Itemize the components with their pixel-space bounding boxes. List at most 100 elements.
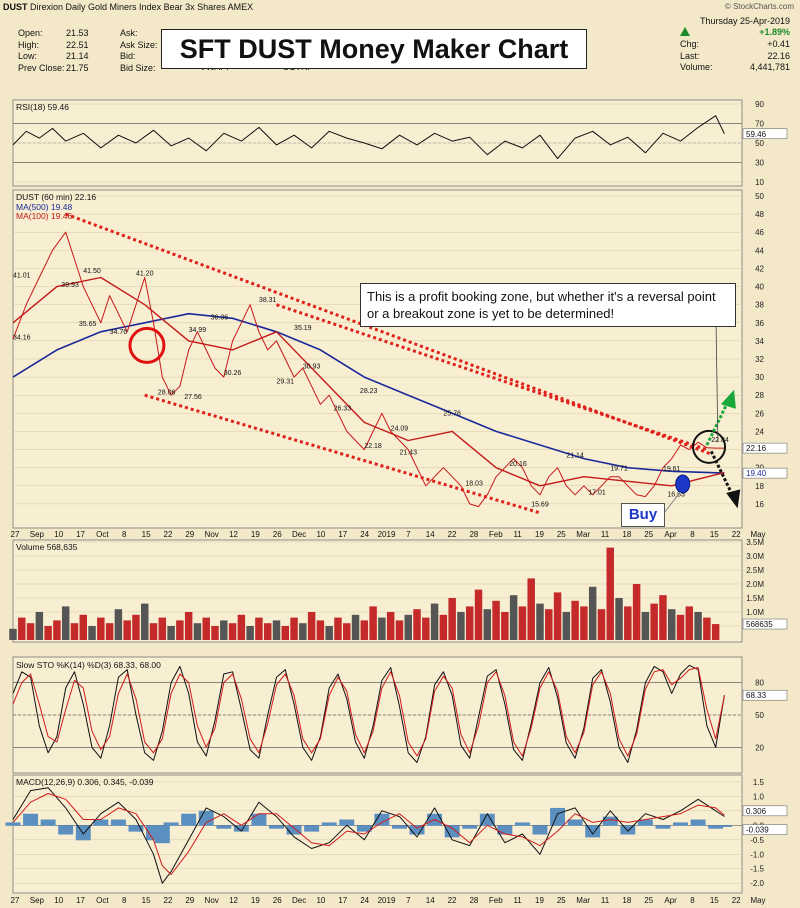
volume-tick-label: 1.0M xyxy=(746,608,764,617)
bottom-x-axis-label: Sep xyxy=(30,896,45,905)
x-axis-label: Oct xyxy=(96,530,109,539)
price-tick-label: 18 xyxy=(755,482,764,491)
macd-histogram-bar xyxy=(602,816,618,826)
price-point-label: 41.01 xyxy=(13,272,31,279)
volume-bar xyxy=(413,609,421,640)
macd-histogram-bar xyxy=(462,825,478,829)
bottom-x-axis-label: Apr xyxy=(664,896,677,905)
macd-histogram-bar xyxy=(356,825,372,832)
price-tick-label: 40 xyxy=(755,283,764,292)
bottom-x-axis-label: May xyxy=(750,896,765,905)
volume-last-label-box xyxy=(742,618,788,630)
volume-bar xyxy=(360,620,369,640)
up-arrow-icon xyxy=(680,27,692,37)
price-point-label: 30.93 xyxy=(303,364,321,371)
macd-histogram-bar xyxy=(655,825,671,829)
bottom-x-axis-label: 28 xyxy=(469,896,478,905)
bottom-x-axis-label: 17 xyxy=(76,896,85,905)
volume-bar xyxy=(553,592,562,640)
bottom-x-axis-label: 26 xyxy=(273,896,282,905)
last-label: Last: xyxy=(680,50,700,61)
bottom-x-axis-label: Nov xyxy=(205,896,219,905)
bottom-x-axis-label: 25 xyxy=(644,896,653,905)
sto-tick-label: 80 xyxy=(755,679,764,688)
volume-bar xyxy=(404,614,412,640)
x-axis-label: Feb xyxy=(489,530,503,539)
x-axis-label: 10 xyxy=(316,530,325,539)
price-point-label: 34.76 xyxy=(110,329,128,336)
x-axis-label: 22 xyxy=(732,530,741,539)
ma100-line xyxy=(12,276,725,487)
x-axis-label: 19 xyxy=(535,530,544,539)
volume-bar xyxy=(141,603,149,640)
price-point-label: 38.31 xyxy=(259,297,277,304)
volume-bar xyxy=(545,609,553,640)
volume-bar xyxy=(518,606,527,640)
volume-bar xyxy=(316,620,325,640)
price-point-label: 41.50 xyxy=(83,268,101,275)
buy-label: Buy xyxy=(621,503,665,527)
macd-histogram-bar xyxy=(181,813,197,826)
x-axis-label: 19 xyxy=(251,530,260,539)
reversal-arrow-line xyxy=(709,450,735,498)
bottom-x-axis-label: 10 xyxy=(54,896,63,905)
low-value: 21.14 xyxy=(66,51,89,61)
open-label: Open: xyxy=(18,28,43,38)
price-point-label: 34.99 xyxy=(189,327,207,334)
bottom-x-axis-label: Dec xyxy=(292,896,306,905)
volume-bar xyxy=(44,626,52,640)
x-axis-label: 24 xyxy=(360,530,369,539)
macd-tick-label: -2.0 xyxy=(750,879,764,888)
volume-bar xyxy=(509,595,518,640)
bottom-x-axis-label: 8 xyxy=(690,896,695,905)
macd-histogram-bar xyxy=(128,825,144,832)
price-point-label: 16.83 xyxy=(667,491,685,498)
price-point-label: 28.06 xyxy=(158,390,176,397)
macd-last-label: 0.306 xyxy=(746,807,767,816)
bottom-x-axis-label: 2019 xyxy=(378,896,396,905)
x-axis-label: Mar xyxy=(576,530,590,539)
volume-bar xyxy=(457,612,465,640)
x-axis-label: 12 xyxy=(229,530,238,539)
security-name: Direxion Daily Gold Miners Index Bear 3x… xyxy=(30,2,226,12)
macd-histogram-bar xyxy=(286,825,302,835)
macd-histogram-bar xyxy=(497,825,513,835)
volume-bar xyxy=(597,609,606,640)
volume-bar xyxy=(132,614,140,640)
bottom-x-axis-label: 24 xyxy=(360,896,369,905)
macd-histogram-bar xyxy=(251,813,267,826)
x-axis-label: 15 xyxy=(710,530,719,539)
volume-bar xyxy=(386,612,395,640)
macd-histogram-bar xyxy=(567,819,583,826)
macd-histogram-bar xyxy=(409,825,425,835)
price-point-label: 34.16 xyxy=(13,334,31,341)
rsi-tick-label: 90 xyxy=(755,100,764,109)
bottom-x-axis-label: 7 xyxy=(406,896,411,905)
price-point-label: 19.71 xyxy=(610,465,628,472)
macd-hist-label-box xyxy=(742,824,788,835)
price-point-label: 35.19 xyxy=(294,325,312,332)
volume-bar xyxy=(35,612,44,640)
price-point-label: 26.33 xyxy=(334,405,352,412)
volume-bar xyxy=(220,620,228,640)
price-tick-label: 24 xyxy=(755,427,764,436)
volume-bar xyxy=(202,617,210,640)
price-point-label: 22.18 xyxy=(364,443,382,450)
x-axis-label: 11 xyxy=(601,530,610,539)
quote-labels-left: Open: High: Low: Prev Close: xyxy=(18,28,65,74)
volume-bar xyxy=(632,584,641,640)
volume-bar xyxy=(193,623,202,640)
high-label: High: xyxy=(18,39,40,50)
open-value: 21.53 xyxy=(66,28,89,38)
price-point-label: 39.93 xyxy=(61,282,79,289)
macd-tick-label: -0.5 xyxy=(750,836,764,845)
volume-bar xyxy=(88,626,96,640)
price-point-label: 36.36 xyxy=(211,315,229,322)
volume-bar xyxy=(97,617,105,640)
volume-bar xyxy=(176,620,184,640)
high-value: 22.51 xyxy=(66,39,89,50)
volume-bar xyxy=(158,617,167,640)
x-axis-label: Dec xyxy=(292,530,306,539)
bottom-x-axis-label: Oct xyxy=(96,896,109,905)
volume-bar xyxy=(123,620,131,640)
